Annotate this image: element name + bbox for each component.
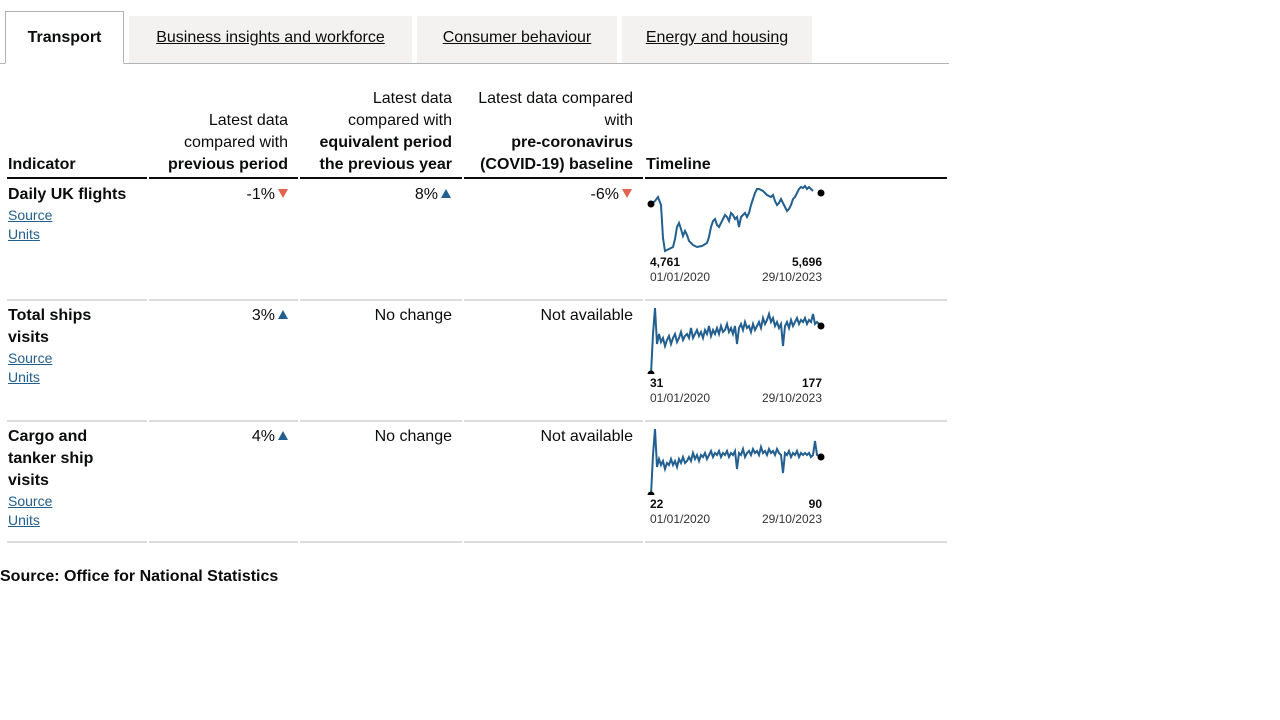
sparkline-start-date: 01/01/2020 (650, 512, 711, 526)
tab-consumer-behaviour[interactable]: Consumer behaviour (417, 16, 617, 63)
indicator-name: Daily UK flights (8, 186, 127, 203)
change-baseline: -6% (591, 184, 632, 206)
row-divider (7, 299, 147, 301)
sparkline-start-value: 31 (650, 376, 664, 390)
sparkline-series (650, 307, 822, 374)
row-divider (645, 541, 947, 543)
increase-icon (278, 431, 288, 440)
sparkline-end-date: 29/10/2023 (761, 391, 822, 405)
sparkline-daily-flights (647, 184, 825, 253)
header-rule (300, 177, 462, 179)
sparkline-start-date: 01/01/2020 (650, 391, 711, 405)
tab-bar: Transport Business insights and workforc… (0, 0, 949, 64)
change-previous-period: 4% (252, 426, 288, 448)
indicator-name: Cargo and tanker ship visits (8, 428, 94, 489)
sparkline-start-value: 4,761 (650, 255, 681, 269)
change-baseline: Not available (540, 428, 634, 445)
header-timeline: Timeline (646, 156, 711, 173)
source-link[interactable]: Source (8, 350, 53, 366)
source-link[interactable]: Source (8, 493, 53, 509)
header-rule (464, 177, 643, 179)
sparkline-end-value: 90 (808, 497, 822, 511)
sparkline-end-point (817, 453, 825, 461)
decrease-icon (622, 189, 632, 198)
units-link[interactable]: Units (8, 226, 40, 242)
row-divider (149, 541, 298, 543)
decrease-icon (278, 189, 288, 198)
indicator-name: Total ships visits (8, 307, 92, 346)
row-divider (300, 299, 462, 301)
change-previous-period: 3% (252, 305, 288, 327)
change-baseline: Not available (540, 307, 634, 324)
row-divider (300, 420, 462, 422)
tab-business-insights[interactable]: Business insights and workforce (129, 16, 412, 63)
header-rule (645, 177, 947, 179)
sparkline-cargo-tanker (647, 428, 825, 495)
sparkline-end-point (817, 189, 825, 197)
header-rule (7, 177, 147, 179)
increase-icon (278, 310, 288, 319)
sparkline-start-point (647, 491, 655, 495)
sparkline-start-date: 01/01/2020 (650, 270, 711, 284)
sparkline-series (650, 428, 822, 495)
sparkline-end-point (817, 322, 825, 330)
row-divider (645, 420, 947, 422)
sparkline-end-date: 29/10/2023 (761, 270, 822, 284)
units-link[interactable]: Units (8, 369, 40, 385)
sparkline-start-value: 22 (650, 497, 664, 511)
change-previous-year: No change (374, 428, 452, 445)
source-note: Source: Office for National Statistics (0, 568, 279, 585)
change-previous-period: -1% (247, 184, 288, 206)
sparkline-start-point (647, 200, 655, 208)
header-baseline: Latest data compared with pre-coronavirus… (478, 90, 633, 173)
header-previous-period: Latest data compared with previous period (167, 112, 288, 173)
row-divider (149, 299, 298, 301)
increase-icon (441, 189, 451, 198)
sparkline-total-ships (647, 307, 825, 374)
change-previous-year: 8% (415, 184, 451, 206)
source-link[interactable]: Source (8, 207, 53, 223)
row-divider (464, 541, 643, 543)
sparkline-series (650, 184, 814, 253)
units-link[interactable]: Units (8, 512, 40, 528)
change-previous-year: No change (374, 307, 452, 324)
row-divider (464, 299, 643, 301)
header-indicator: Indicator (8, 156, 76, 173)
row-divider (300, 541, 462, 543)
header-previous-year: Latest data compared with equivalent peri… (319, 90, 453, 173)
row-divider (149, 420, 298, 422)
row-divider (7, 420, 147, 422)
tab-transport[interactable]: Transport (5, 11, 124, 64)
sparkline-end-date: 29/10/2023 (761, 512, 822, 526)
header-rule (149, 177, 298, 179)
tab-energy-housing[interactable]: Energy and housing (622, 16, 812, 63)
row-divider (7, 541, 147, 543)
sparkline-end-value: 5,696 (791, 255, 822, 269)
sparkline-end-value: 177 (801, 376, 822, 390)
row-divider (645, 299, 947, 301)
sparkline-start-point (647, 370, 655, 374)
row-divider (464, 420, 643, 422)
